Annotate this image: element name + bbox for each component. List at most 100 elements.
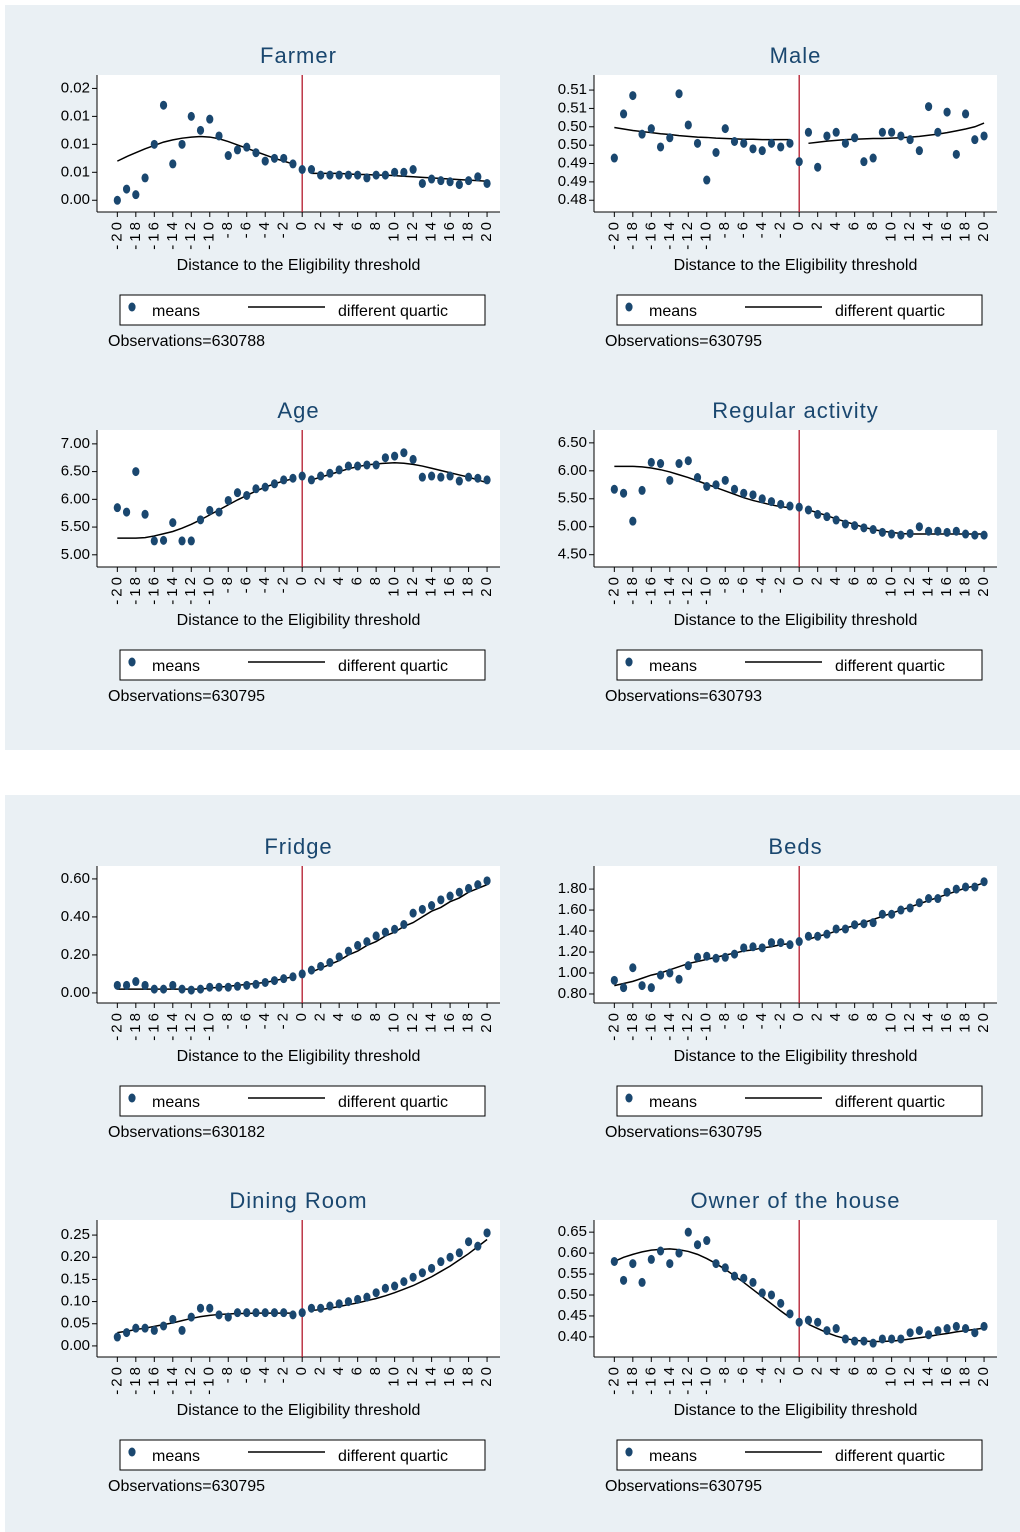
x-tick-label: 6 xyxy=(349,1010,366,1021)
x-tick-label: 10 xyxy=(386,219,403,242)
point xyxy=(656,1246,665,1256)
point xyxy=(777,1298,785,1308)
point xyxy=(629,963,637,973)
point xyxy=(629,91,637,101)
point xyxy=(437,1257,445,1267)
point xyxy=(684,1227,692,1237)
point xyxy=(712,147,720,157)
point xyxy=(206,114,214,124)
legend-marker xyxy=(625,657,633,667)
legend-marker xyxy=(128,657,136,667)
point xyxy=(693,473,702,483)
point xyxy=(363,937,371,947)
point xyxy=(233,488,242,498)
y-tick-label: 6.00 xyxy=(558,462,587,479)
point xyxy=(656,970,665,980)
point xyxy=(215,507,223,517)
x-tick-label: 18 xyxy=(460,574,477,597)
point xyxy=(381,453,389,463)
point xyxy=(122,184,131,194)
x-tick-label: -6 xyxy=(735,574,752,593)
point xyxy=(344,946,353,956)
point xyxy=(804,931,813,941)
chart-title: Fridge xyxy=(264,834,332,859)
y-tick-label: 0.48 xyxy=(558,191,587,208)
point xyxy=(971,1328,979,1338)
point xyxy=(206,505,214,515)
point xyxy=(344,170,353,180)
x-tick-label: 2 xyxy=(809,219,826,230)
x-tick-label: -18 xyxy=(127,574,144,605)
point xyxy=(391,451,399,461)
point xyxy=(740,138,748,148)
x-tick-label: -14 xyxy=(661,1364,678,1395)
point xyxy=(483,178,491,188)
point xyxy=(795,157,803,167)
x-tick-label: 2 xyxy=(809,1364,826,1375)
y-tick-label: 5.00 xyxy=(558,518,587,535)
point xyxy=(141,509,149,519)
point xyxy=(428,174,436,184)
point xyxy=(150,984,158,994)
x-tick-label: -14 xyxy=(164,219,181,250)
point xyxy=(326,170,334,180)
point xyxy=(740,943,748,953)
x-tick-label: -20 xyxy=(108,1010,125,1041)
x-tick-label: -2 xyxy=(275,1364,292,1383)
legend-marker xyxy=(128,1093,136,1103)
point xyxy=(270,153,279,163)
x-tick-label: -4 xyxy=(256,1364,273,1383)
point xyxy=(814,931,822,941)
x-tick-label: -12 xyxy=(679,574,696,605)
y-tick-label: 0.50 xyxy=(558,118,587,135)
point xyxy=(952,1321,960,1331)
point xyxy=(832,515,840,525)
point xyxy=(335,1299,343,1309)
x-tick-label: 10 xyxy=(883,1364,900,1387)
y-tick-label: 0.49 xyxy=(558,173,587,190)
legend-label: means xyxy=(152,303,200,320)
point xyxy=(243,1308,251,1318)
point xyxy=(409,165,417,175)
legend xyxy=(616,1085,983,1117)
point xyxy=(730,1271,739,1281)
point xyxy=(740,488,748,498)
point xyxy=(159,100,168,110)
point xyxy=(187,985,195,995)
point xyxy=(730,136,739,146)
x-tick-label: 18 xyxy=(957,574,974,597)
point xyxy=(270,1308,279,1318)
note: Observations=630182 xyxy=(108,1124,265,1141)
point xyxy=(758,943,766,953)
x-tick-label: 4 xyxy=(827,574,844,585)
x-tick-label: -14 xyxy=(164,1010,181,1041)
point xyxy=(675,974,683,984)
x-tick-label: -16 xyxy=(642,219,659,250)
legend-label: different quartic xyxy=(835,658,945,675)
x-tick-label: 16 xyxy=(441,219,458,242)
point xyxy=(925,894,933,904)
point xyxy=(804,1315,813,1325)
point xyxy=(270,976,279,986)
x-tick-label: 8 xyxy=(367,1010,384,1021)
legend-label: different quartic xyxy=(835,303,945,320)
y-tick-label: 5.00 xyxy=(61,546,90,563)
point xyxy=(261,482,269,492)
point xyxy=(437,895,445,905)
point xyxy=(224,495,232,505)
point xyxy=(418,472,426,482)
point xyxy=(906,1328,914,1338)
point xyxy=(187,536,195,546)
point xyxy=(915,146,923,156)
x-tick-label: -14 xyxy=(661,1010,678,1041)
point xyxy=(915,1326,923,1336)
point xyxy=(252,1308,260,1318)
point xyxy=(980,131,988,141)
point xyxy=(888,909,896,919)
x-tick-label: -16 xyxy=(145,574,162,605)
x-tick-label: 20 xyxy=(975,574,992,597)
point xyxy=(961,109,970,119)
x-tick-label: -6 xyxy=(735,1010,752,1029)
point xyxy=(233,1308,242,1318)
